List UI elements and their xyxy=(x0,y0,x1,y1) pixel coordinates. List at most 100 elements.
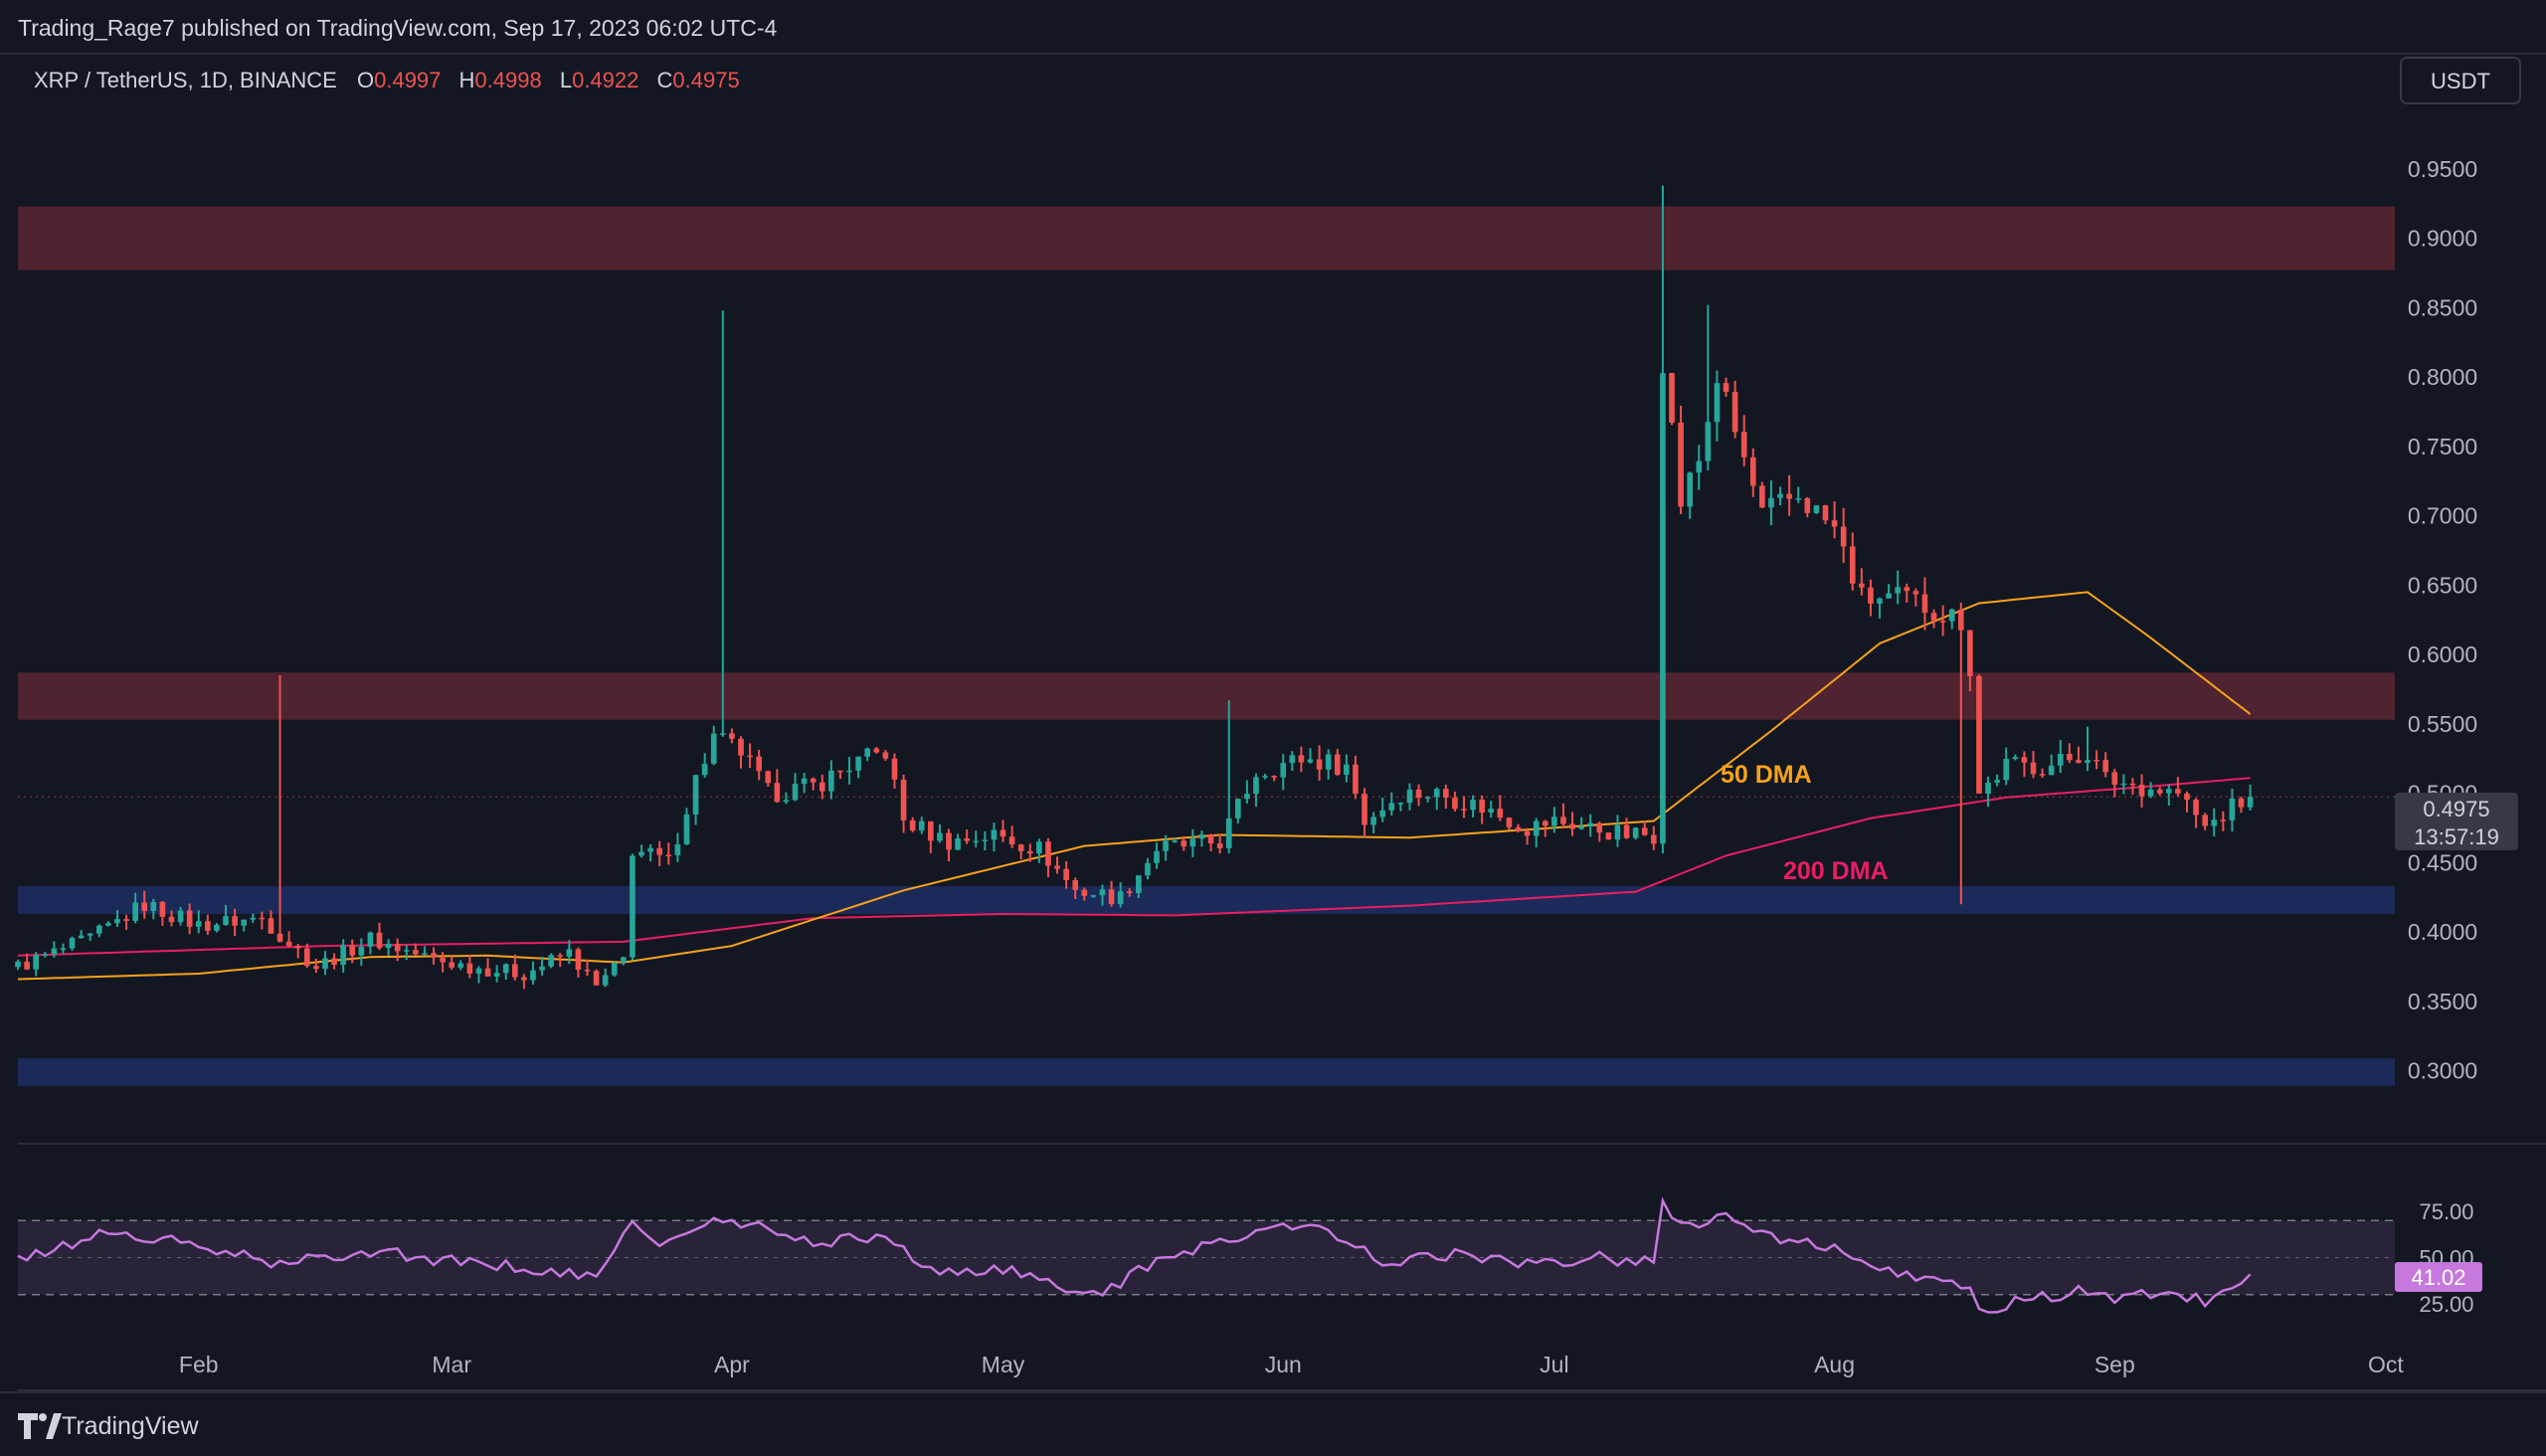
candle-body[interactable] xyxy=(1117,891,1124,905)
candle-body[interactable] xyxy=(2003,759,2010,781)
candle-body[interactable] xyxy=(349,945,356,956)
candle-body[interactable] xyxy=(1714,383,1721,423)
candle-body[interactable] xyxy=(801,778,808,785)
candle-body[interactable] xyxy=(168,916,175,923)
candle-body[interactable] xyxy=(855,756,861,771)
candle-body[interactable] xyxy=(1307,759,1314,763)
candle-body[interactable] xyxy=(1271,776,1277,778)
tradingview-logo[interactable]: TradingView xyxy=(18,1412,200,1440)
candle-body[interactable] xyxy=(1145,862,1151,876)
candle-body[interactable] xyxy=(1868,587,1874,604)
candle-body[interactable] xyxy=(1705,422,1712,461)
candle-body[interactable] xyxy=(1560,817,1566,824)
candle-body[interactable] xyxy=(195,921,202,927)
candle-body[interactable] xyxy=(1632,827,1639,838)
candle-body[interactable] xyxy=(285,941,292,947)
candle-body[interactable] xyxy=(2220,819,2227,821)
candle-body[interactable] xyxy=(1623,824,1630,838)
candle-body[interactable] xyxy=(2057,753,2064,766)
candle-body[interactable] xyxy=(2076,760,2082,764)
candle-body[interactable] xyxy=(1515,826,1522,831)
candle-body[interactable] xyxy=(566,949,573,957)
candle-body[interactable] xyxy=(765,771,772,784)
candle-body[interactable] xyxy=(1886,593,1892,599)
candle-body[interactable] xyxy=(123,919,129,921)
candle-body[interactable] xyxy=(575,949,582,971)
candle-body[interactable] xyxy=(1461,809,1467,811)
candle-body[interactable] xyxy=(422,953,428,955)
candle-body[interactable] xyxy=(303,948,310,967)
candle-body[interactable] xyxy=(1957,609,1964,631)
candle-body[interactable] xyxy=(132,902,138,921)
candle-body[interactable] xyxy=(493,973,500,977)
candle-body[interactable] xyxy=(530,970,536,981)
candle-body[interactable] xyxy=(511,964,518,978)
candle-body[interactable] xyxy=(105,923,111,926)
candle-body[interactable] xyxy=(69,938,76,949)
candle-body[interactable] xyxy=(457,963,464,968)
candle-body[interactable] xyxy=(1216,843,1223,848)
candle-body[interactable] xyxy=(2012,757,2019,760)
candle-body[interactable] xyxy=(1198,833,1205,839)
candle-body[interactable] xyxy=(2238,798,2245,808)
candle-body[interactable] xyxy=(1108,889,1115,905)
candle-body[interactable] xyxy=(882,752,889,759)
candle-body[interactable] xyxy=(403,950,410,952)
candle-body[interactable] xyxy=(51,948,58,955)
candle-body[interactable] xyxy=(1136,875,1142,894)
candle-body[interactable] xyxy=(900,779,907,820)
candle-body[interactable] xyxy=(584,970,591,972)
candle-body[interactable] xyxy=(747,755,753,758)
candle-body[interactable] xyxy=(15,961,21,968)
candle-body[interactable] xyxy=(223,916,229,925)
candle-body[interactable] xyxy=(1253,777,1259,795)
candle-body[interactable] xyxy=(638,851,644,856)
candle-body[interactable] xyxy=(1172,840,1179,842)
candle-body[interactable] xyxy=(918,820,925,831)
candle-body[interactable] xyxy=(114,919,120,924)
candle-body[interactable] xyxy=(413,950,419,955)
candle-body[interactable] xyxy=(774,783,781,803)
candle-body[interactable] xyxy=(710,733,717,764)
candle-body[interactable] xyxy=(1370,817,1376,825)
candle-body[interactable] xyxy=(1189,838,1196,847)
candle-body[interactable] xyxy=(1877,598,1883,604)
candle-body[interactable] xyxy=(701,763,708,776)
candle-body[interactable] xyxy=(837,770,843,773)
candle-body[interactable] xyxy=(186,910,193,927)
candle-body[interactable] xyxy=(1740,432,1747,457)
candle-body[interactable] xyxy=(2202,815,2208,826)
candle-body[interactable] xyxy=(873,748,880,753)
currency-label[interactable]: USDT xyxy=(2431,69,2490,93)
candle-body[interactable] xyxy=(1154,850,1160,863)
candle-body[interactable] xyxy=(340,945,346,966)
candle-body[interactable] xyxy=(1262,776,1268,778)
candle-body[interactable] xyxy=(1660,373,1666,844)
candle-body[interactable] xyxy=(1813,505,1820,513)
candle-body[interactable] xyxy=(1994,780,2000,783)
candle-body[interactable] xyxy=(1687,472,1693,507)
candle-body[interactable] xyxy=(1036,841,1042,854)
candle-body[interactable] xyxy=(276,933,283,942)
candle-body[interactable] xyxy=(1099,889,1106,896)
candle-body[interactable] xyxy=(214,924,220,931)
candle-body[interactable] xyxy=(313,966,319,970)
candle-body[interactable] xyxy=(1804,498,1811,513)
rsi-pane[interactable] xyxy=(17,1196,2395,1314)
candle-body[interactable] xyxy=(1578,825,1584,829)
candle-body[interactable] xyxy=(1433,789,1440,798)
candle-body[interactable] xyxy=(946,832,952,850)
candle-body[interactable] xyxy=(232,916,238,926)
candle-body[interactable] xyxy=(1967,630,1973,676)
candle-body[interactable] xyxy=(720,733,726,735)
currency-button[interactable]: USDT xyxy=(2400,57,2521,104)
candle-body[interactable] xyxy=(2211,819,2218,826)
candle-body[interactable] xyxy=(756,756,762,772)
candle-body[interactable] xyxy=(440,957,446,963)
candle-body[interactable] xyxy=(1234,799,1241,819)
candle-body[interactable] xyxy=(1072,880,1079,890)
candle-body[interactable] xyxy=(1759,485,1765,508)
candle-body[interactable] xyxy=(294,946,301,949)
candle-body[interactable] xyxy=(150,901,157,911)
